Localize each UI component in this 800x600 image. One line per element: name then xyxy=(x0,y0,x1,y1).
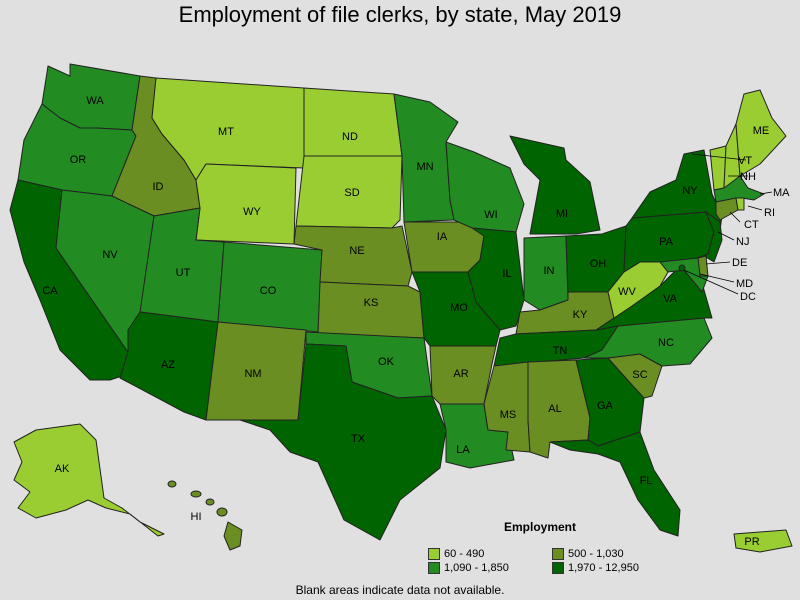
state-label-nj: NJ xyxy=(736,236,749,248)
state-wy[interactable] xyxy=(195,163,297,245)
state-fl[interactable] xyxy=(549,431,681,537)
state-label-id: ID xyxy=(153,181,164,193)
state-label-mi: MI xyxy=(556,208,568,220)
state-label-va: VA xyxy=(663,293,678,305)
state-label-tx: TX xyxy=(351,433,366,445)
state-ct[interactable] xyxy=(715,197,739,221)
legend-item-bin-3: 1,090 - 1,850 xyxy=(428,562,509,575)
state-mi[interactable] xyxy=(509,135,601,235)
state-label-md: MD xyxy=(736,278,753,290)
state-label-ma: MA xyxy=(773,187,790,199)
state-label-ia: IA xyxy=(437,231,448,243)
state-dc[interactable] xyxy=(678,264,686,272)
state-label-vt: VT xyxy=(738,155,752,167)
state-label-ri: RI xyxy=(764,207,775,219)
state-label-wa: WA xyxy=(86,95,104,107)
state-label-az: AZ xyxy=(161,359,175,371)
state-label-tn: TN xyxy=(553,345,568,357)
map-title: Employment of file clerks, by state, May… xyxy=(178,2,622,27)
state-hi[interactable] xyxy=(167,480,243,551)
legend-swatch-bin-4 xyxy=(552,562,564,575)
state-pr[interactable] xyxy=(733,529,793,553)
state-md[interactable] xyxy=(659,257,709,293)
state-label-ak: AK xyxy=(55,463,70,475)
footnote: Blank areas indicate data not available. xyxy=(295,583,505,597)
state-ia[interactable] xyxy=(403,221,485,273)
state-label-nv: NV xyxy=(102,249,118,261)
state-label-ks: KS xyxy=(364,297,379,309)
state-nj[interactable] xyxy=(703,211,723,263)
legend-swatch-bin-1 xyxy=(428,548,440,561)
legend-title: Employment xyxy=(504,520,577,534)
state-label-nh: NH xyxy=(740,171,756,183)
state-label-nm: NM xyxy=(244,368,261,380)
state-label-nc: NC xyxy=(658,337,674,349)
legend-item-bin-2: 500 - 1,030 xyxy=(552,548,624,561)
state-label-oh: OH xyxy=(590,258,607,270)
state-label-ar: AR xyxy=(453,368,468,380)
state-label-mn: MN xyxy=(416,161,433,173)
state-label-al: AL xyxy=(548,403,561,415)
state-label-me: ME xyxy=(753,125,770,137)
legend-swatch-bin-2 xyxy=(552,548,564,561)
state-label-ct: CT xyxy=(744,219,759,231)
state-label-nd: ND xyxy=(342,131,358,143)
state-label-dc: DC xyxy=(740,291,756,303)
state-ak[interactable] xyxy=(13,423,165,537)
state-label-ok: OK xyxy=(378,356,395,368)
state-vt[interactable] xyxy=(709,145,727,191)
state-label-wv: WV xyxy=(618,286,636,298)
state-label-ut: UT xyxy=(176,267,191,279)
legend-item-bin-1: 60 - 490 xyxy=(428,548,485,561)
state-label-ne: NE xyxy=(349,245,364,257)
state-label-sc: SC xyxy=(632,369,647,381)
state-label-il: IL xyxy=(502,268,511,280)
legend-label-bin-3: 1,090 - 1,850 xyxy=(444,562,509,574)
legend-label-bin-2: 500 - 1,030 xyxy=(568,548,624,560)
state-label-de: DE xyxy=(732,257,747,269)
state-label-co: CO xyxy=(260,285,277,297)
state-label-la: LA xyxy=(456,444,470,456)
state-label-wi: WI xyxy=(484,209,497,221)
state-label-hi: HI xyxy=(191,511,202,523)
state-label-or: OR xyxy=(70,154,87,166)
state-label-mt: MT xyxy=(218,126,234,138)
state-ks[interactable] xyxy=(317,281,425,339)
state-label-wy: WY xyxy=(243,206,261,218)
state-nd[interactable] xyxy=(303,87,403,157)
state-ri[interactable] xyxy=(735,197,745,211)
state-label-pr: PR xyxy=(744,536,759,548)
state-sd[interactable] xyxy=(295,155,403,229)
state-label-ms: MS xyxy=(500,409,517,421)
state-label-ga: GA xyxy=(597,400,614,412)
state-il[interactable] xyxy=(467,227,525,331)
legend-swatch-bin-3 xyxy=(428,562,440,575)
legend-label-bin-1: 60 - 490 xyxy=(444,548,485,560)
state-label-fl: FL xyxy=(640,475,653,487)
legend-item-bin-4: 1,970 - 12,950 xyxy=(552,562,639,575)
legend-label-bin-4: 1,970 - 12,950 xyxy=(568,562,639,574)
state-label-mo: MO xyxy=(450,302,468,314)
state-me[interactable] xyxy=(735,89,787,177)
state-label-ny: NY xyxy=(682,185,698,197)
state-label-pa: PA xyxy=(659,236,674,248)
state-label-ky: KY xyxy=(573,309,588,321)
state-tx[interactable] xyxy=(239,343,447,541)
state-label-in: IN xyxy=(544,265,555,277)
state-label-ca: CA xyxy=(42,285,58,297)
state-label-sd: SD xyxy=(344,187,359,199)
